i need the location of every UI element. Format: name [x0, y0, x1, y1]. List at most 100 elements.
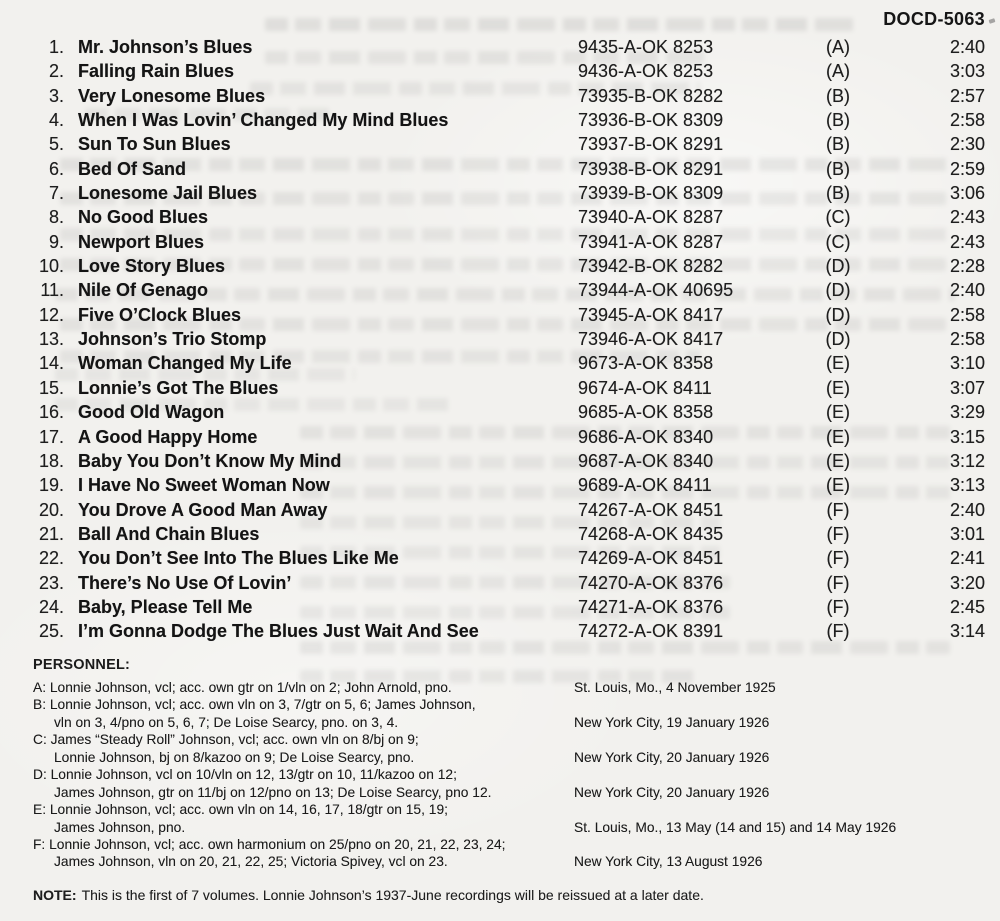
- personnel-credit: vln on 3, 4/pno on 5, 6, 7; De Loise Sea…: [54, 714, 399, 730]
- track-number: 19.: [38, 475, 64, 496]
- track-number: 13.: [38, 329, 64, 350]
- track-matrix-number: 73941-A-OK 8287: [578, 231, 724, 252]
- track-title: No Good Blues: [78, 207, 208, 228]
- track-session-letter: (A): [826, 61, 850, 82]
- track-number: 25.: [38, 621, 64, 642]
- track-number: 24.: [38, 596, 64, 617]
- track-row: 16. Good Old Wagon 9685-A-OK 8358 (E) 3:…: [0, 400, 1000, 424]
- track-number: 7.: [48, 183, 64, 204]
- track-title: Mr. Johnson’s Blues: [78, 37, 253, 57]
- personnel-credit: D: Lonnie Johnson, vcl on 10/vln on 12, …: [33, 767, 457, 783]
- track-number: 10.: [38, 256, 64, 277]
- session-location-date: New York City, 13 August 1926: [574, 854, 763, 870]
- track-matrix-number: 74269-A-OK 8451: [578, 548, 724, 569]
- track-row: 15. Lonnie’s Got The Blues 9674-A-OK 841…: [0, 376, 1000, 400]
- track-matrix-number: 74272-A-OK 8391: [578, 621, 724, 642]
- track-duration: 3:03: [949, 61, 985, 82]
- track-duration: 3:07: [949, 377, 985, 398]
- track-session-letter: (F): [826, 523, 850, 544]
- personnel-credit: James Johnson, vln on 20, 21, 22, 25; Vi…: [54, 854, 448, 870]
- track-duration: 3:20: [949, 572, 985, 593]
- track-session-letter: (B): [826, 134, 850, 155]
- track-row: 22. You Don’t See Into The Blues Like Me…: [0, 546, 1000, 570]
- track-row: 10. Love Story Blues 73942-B-OK 8282 (D)…: [0, 254, 1000, 278]
- note-line: NOTE: This is the first of 7 volumes. Lon…: [33, 886, 983, 904]
- track-matrix-number: 74268-A-OK 8435: [578, 523, 724, 544]
- track-session-letter: (E): [826, 353, 850, 374]
- track-duration: 2:57: [949, 85, 985, 106]
- track-title: Sun To Sun Blues: [78, 134, 231, 155]
- track-row: 1. Mr. Johnson’s Blues 9435-A-OK 8253 (A…: [0, 35, 1000, 59]
- session-location-date: St. Louis, Mo., 13 May (14 and 15) and 1…: [574, 819, 897, 835]
- track-matrix-number: 74270-A-OK 8376: [578, 572, 724, 593]
- track-session-letter: (F): [826, 596, 850, 617]
- personnel-credit: F: Lonnie Johnson, vcl; acc. own harmoni…: [33, 836, 506, 852]
- track-number: 18.: [38, 450, 64, 471]
- track-number: 14.: [38, 353, 64, 374]
- track-number: 15.: [38, 377, 64, 398]
- track-title: Woman Changed My Life: [78, 353, 292, 374]
- track-duration: 2:43: [949, 231, 985, 252]
- track-row: 5. Sun To Sun Blues 73937-B-OK 8291 (B) …: [0, 132, 1000, 156]
- track-title: Falling Rain Blues: [78, 61, 235, 82]
- personnel-line: B: Lonnie Johnson, vcl; acc. own vln on …: [33, 696, 985, 713]
- track-row: 13. Johnson’s Trio Stomp 73946-A-OK 8417…: [0, 327, 1000, 351]
- track-matrix-number: 73946-A-OK 8417: [578, 329, 724, 350]
- personnel-credit: A: Lonnie Johnson, vcl; acc. own gtr on …: [33, 680, 452, 695]
- track-number: 9.: [48, 231, 64, 252]
- track-number: 3.: [48, 85, 64, 106]
- personnel-credit: C: James “Steady Roll” Johnson, vcl; acc…: [33, 732, 419, 748]
- personnel-credit: James Johnson, gtr on 11/bj on 12/pno on…: [54, 784, 492, 800]
- track-matrix-number: 9673-A-OK 8358: [578, 353, 714, 374]
- track-matrix-number: 73945-A-OK 8417: [578, 304, 724, 325]
- track-matrix-number: 9435-A-OK 8253: [578, 37, 714, 57]
- track-title: Baby, Please Tell Me: [78, 596, 253, 617]
- track-row: 11. Nile Of Genago 73944-A-OK 40695 (D) …: [0, 278, 1000, 302]
- track-duration: 2:40: [949, 499, 985, 520]
- track-number: 11.: [40, 280, 64, 301]
- personnel-credit: Lonnie Johnson, bj on 8/kazoo on 9; De L…: [54, 749, 415, 765]
- track-session-letter: (E): [826, 377, 850, 398]
- session-location-date: New York City, 19 January 1926: [574, 714, 770, 730]
- track-number: 5.: [48, 134, 64, 155]
- track-session-letter: (B): [826, 110, 850, 131]
- track-title: Newport Blues: [78, 231, 205, 252]
- track-title: You Drove A Good Man Away: [78, 499, 328, 520]
- track-matrix-number: 73936-B-OK 8309: [578, 110, 724, 131]
- track-session-letter: (F): [826, 621, 850, 642]
- personnel-line: A: Lonnie Johnson, vcl; acc. own gtr on …: [33, 679, 985, 696]
- track-number: 16.: [38, 402, 64, 423]
- track-session-letter: (C): [825, 231, 851, 252]
- track-session-letter: (B): [826, 85, 850, 106]
- track-session-letter: (F): [826, 548, 850, 569]
- track-matrix-number: 9689-A-OK 8411: [578, 475, 712, 496]
- track-title: When I Was Lovin’ Changed My Mind Blues: [78, 110, 449, 131]
- track-title: Very Lonesome Blues: [78, 85, 266, 106]
- track-row: 3. Very Lonesome Blues 73935-B-OK 8282 (…: [0, 84, 1000, 108]
- track-list: 1. Mr. Johnson’s Blues 9435-A-OK 8253 (A…: [0, 35, 1000, 644]
- track-number: 1.: [48, 37, 64, 57]
- track-number: 2.: [48, 61, 64, 82]
- track-matrix-number: 9687-A-OK 8340: [578, 450, 714, 471]
- catalog-number: DOCD-5063: [883, 9, 985, 29]
- track-duration: 3:01: [949, 523, 985, 544]
- personnel-line: E: Lonnie Johnson, vcl; acc. own vln on …: [33, 801, 985, 818]
- track-matrix-number: 73942-B-OK 8282: [578, 256, 724, 277]
- track-duration: 3:12: [949, 450, 985, 471]
- track-row: 6. Bed Of Sand 73938-B-OK 8291 (B) 2:59: [0, 157, 1000, 181]
- track-row: 9. Newport Blues 73941-A-OK 8287 (C) 2:4…: [0, 230, 1000, 254]
- track-number: 22.: [38, 548, 64, 569]
- track-session-letter: (A): [826, 37, 850, 57]
- track-session-letter: (D): [825, 280, 851, 301]
- track-duration: 2:28: [949, 256, 985, 277]
- personnel-line: F: Lonnie Johnson, vcl; acc. own harmoni…: [33, 836, 985, 853]
- track-duration: 2:40: [949, 37, 985, 57]
- personnel-line: Lonnie Johnson, bj on 8/kazoo on 9; De L…: [33, 749, 985, 766]
- note-label: NOTE:: [33, 887, 77, 903]
- track-title: There’s No Use Of Lovin’: [78, 572, 292, 593]
- track-session-letter: (F): [826, 572, 850, 593]
- track-row: 23. There’s No Use Of Lovin’ 74270-A-OK …: [0, 571, 1000, 595]
- track-number: 12.: [38, 304, 64, 325]
- track-session-letter: (E): [826, 450, 850, 471]
- track-row: 14. Woman Changed My Life 9673-A-OK 8358…: [0, 351, 1000, 375]
